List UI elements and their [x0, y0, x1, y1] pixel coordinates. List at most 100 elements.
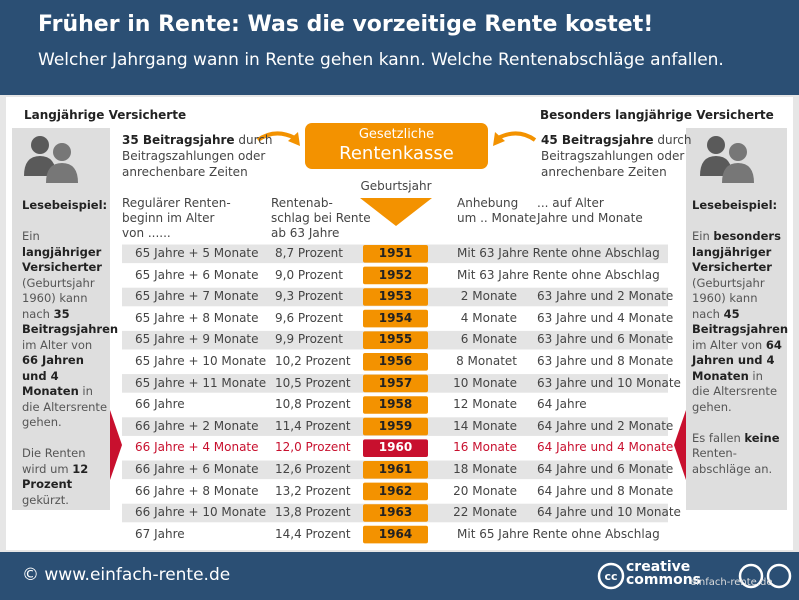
new-age: 63 Jahre und 6 Monate: [537, 332, 674, 347]
year: 1955: [378, 332, 413, 347]
age: 67 Jahre: [135, 526, 185, 541]
deduction: 9,6 Prozent: [275, 310, 343, 325]
bold-text: 12 Prozent: [22, 461, 89, 492]
increase: 20 Monate: [453, 483, 517, 498]
year-cell: [363, 245, 428, 263]
deduction: 8,7 Prozent: [275, 246, 343, 260]
bold-text: langjähriger Versicherter: [22, 244, 102, 275]
year: 1953: [378, 289, 413, 304]
cc-mark: cc: [604, 570, 617, 583]
text: im Alter von: [22, 337, 93, 352]
year: 1957: [378, 375, 413, 390]
column-header: ... auf Alter: [537, 196, 604, 210]
new-age: 64 Jahre und 6 Monate: [537, 462, 674, 476]
example-label: Lesebeispiel:: [22, 198, 108, 212]
deduction: 12,6 Prozent: [275, 462, 351, 476]
year-cell: [363, 396, 428, 414]
right-arrowhead: [493, 132, 505, 146]
left-arrowhead: [288, 132, 300, 146]
license: creative commons: [626, 560, 701, 587]
year: 1961: [378, 462, 413, 476]
box-line2: Rentenkasse: [339, 143, 454, 164]
note: Mit 63 Jahre Rente ohne Abschlag: [457, 267, 660, 282]
intro-line: Beitragszahlungen oder: [122, 149, 266, 163]
text: im Alter von: [692, 337, 766, 352]
year-cell: [363, 417, 428, 436]
age: 65 Jahre + 5 Monate: [135, 246, 259, 260]
right-intro: 45 Beitragsjahre durch Beitragszahlungen …: [541, 132, 692, 180]
text: (Geburtsjahr 1960) kann nach: [692, 275, 765, 321]
text: Die Renten wird um: [22, 446, 86, 476]
column-header: Rentenab-: [271, 196, 333, 210]
note: Mit 63 Jahre Rente ohne Abschlag: [457, 246, 660, 260]
left-heading: Langjährige Versicherte: [24, 108, 187, 122]
age: 66 Jahre: [135, 397, 185, 412]
intro-line: anrechenbare Zeiten: [541, 165, 667, 179]
column-header: Regulärer Renten-: [122, 196, 231, 210]
intro-line: durch: [238, 133, 273, 147]
new-age: 64 Jahre und 8 Monate: [537, 483, 674, 498]
new-age: 64 Jahre und 4 Monate: [537, 440, 674, 455]
bold-text: 35 Beitragsjahren: [22, 306, 119, 337]
new-age: 64 Jahre und 10 Monate: [537, 505, 681, 520]
text: gekürzt.: [22, 492, 69, 507]
age: 65 Jahre + 10 Monate: [135, 354, 267, 368]
year-label: Geburtsjahr: [360, 179, 432, 193]
column-header: Jahre und Monate: [537, 211, 643, 225]
age: 65 Jahre + 7 Monate: [135, 289, 259, 304]
new-age: 63 Jahre und 4 Monate: [537, 310, 674, 325]
year-arrow: [360, 198, 432, 226]
bold-text: 64 Jahren und 4 Monaten: [692, 337, 782, 383]
intro-line: Beitragszahlungen oder: [541, 149, 685, 163]
left-intro-bold: 35 Beitragsjahre: [122, 133, 235, 147]
column-header: Anhebung: [457, 196, 519, 210]
year: 1959: [378, 418, 413, 433]
by-icon: [738, 563, 764, 589]
text: Ein: [22, 229, 40, 243]
text: (Geburtsjahr 1960) kann nach: [22, 275, 95, 321]
increase: 14 Monate: [453, 418, 517, 433]
new-age: 64 Jahre und 2 Monate: [537, 418, 674, 433]
age: 66 Jahre + 8 Monate: [135, 483, 259, 498]
text: Es fallen: [692, 430, 745, 445]
bold-text: besonders langjähriger Versicherter: [692, 229, 781, 274]
new-age: 63 Jahre und 10 Monate: [537, 375, 681, 390]
bold-text: keine: [744, 430, 780, 445]
deduction: 9,9 Prozent: [275, 332, 343, 347]
year: 1964: [378, 526, 413, 541]
example-label: Lesebeispiel:: [692, 198, 778, 212]
footer-bg: [0, 552, 799, 600]
deduction: 9,3 Prozent: [275, 289, 343, 304]
year: 1962: [378, 483, 413, 498]
left-intro: 35 Beitragsjahre durch Beitragszahlungen …: [122, 132, 273, 180]
right-heading: Besonders langjährige Versicherte: [540, 108, 774, 122]
year: 1958: [378, 397, 413, 412]
increase: 6 Monate: [460, 332, 517, 347]
right-pointer: [674, 410, 686, 480]
increase: 8 Monatet: [456, 354, 517, 368]
year: 1954: [378, 310, 413, 325]
text: Ein: [692, 229, 714, 243]
year-cell: [363, 288, 428, 306]
bold-text: 66 Jahren und 4 Monaten: [22, 353, 84, 398]
text: in die Altersrente gehen.: [22, 384, 108, 429]
column-header: ab 63 Jahre: [271, 226, 340, 240]
bold-text: 45 Beitragsjahren: [692, 306, 789, 337]
right-example: Lesebeispiel: Ein besonders langjähriger …: [692, 198, 788, 477]
new-age: 63 Jahre und 8 Monate: [537, 354, 674, 368]
watermark: einfach-rente.de: [690, 577, 773, 588]
new-age: 64 Jahre: [537, 397, 587, 412]
increase: 16 Monate: [453, 440, 517, 455]
text: Renten-abschläge an.: [692, 446, 773, 476]
left-pointer: [110, 410, 122, 480]
year-cell: [363, 353, 428, 371]
new-age: 63 Jahre und 2 Monate: [537, 289, 674, 304]
increase: 22 Monate: [453, 505, 517, 520]
deduction: 10,5 Prozent: [275, 375, 351, 390]
text: in die Altersrente gehen.: [692, 368, 778, 414]
year-cell: [363, 266, 428, 285]
deduction: 13,2 Prozent: [275, 483, 351, 498]
age: 66 Jahre + 6 Monate: [135, 462, 259, 476]
